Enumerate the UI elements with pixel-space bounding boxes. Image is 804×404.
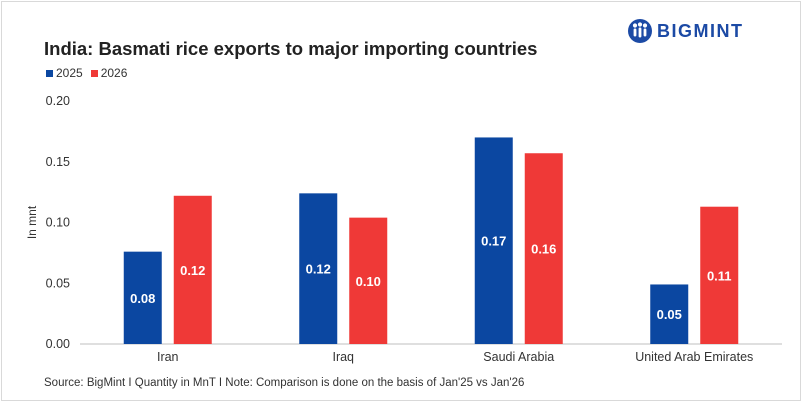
x-tick-label: United Arab Emirates	[635, 350, 753, 364]
y-tick-label: 0.05	[46, 276, 70, 290]
logo-text: BIGMINT	[657, 20, 744, 41]
chart-title: India: Basmati rice exports to major imp…	[44, 38, 538, 59]
bar-2026	[349, 217, 388, 344]
x-tick-label: Saudi Arabia	[483, 350, 554, 364]
x-tick-label: Iran	[157, 350, 179, 364]
data-label-2026: 0.12	[180, 263, 205, 278]
bigmint-logo: BIGMINT	[627, 18, 744, 44]
bar-2025	[299, 193, 338, 344]
bigmint-logo-icon	[628, 19, 652, 43]
data-label-2025: 0.05	[657, 307, 682, 322]
y-tick-label: 0.10	[46, 216, 70, 230]
legend-item-2025: 2025	[46, 66, 83, 80]
legend-label-2026: 2026	[100, 66, 128, 80]
source-note: Source: BigMint I Quantity in MnT I Note…	[44, 377, 525, 389]
x-tick-label: Iraq	[332, 350, 354, 364]
data-label-2025: 0.17	[481, 234, 506, 249]
legend-swatch-2026	[90, 69, 98, 77]
data-label-2026: 0.10	[356, 274, 381, 289]
bar-2026	[524, 153, 563, 344]
data-label-2026: 0.16	[531, 242, 556, 257]
bar-2025	[474, 137, 513, 344]
y-tick-label: 0.15	[46, 155, 70, 169]
y-axis-label: In mnt	[25, 205, 39, 239]
bar-2026	[700, 206, 739, 344]
legend-swatch-2025	[46, 69, 53, 77]
y-tick-label: 0.20	[46, 94, 70, 108]
data-label-2025: 0.12	[306, 262, 331, 277]
data-label-2026: 0.11	[707, 268, 732, 283]
data-label-2025: 0.08	[130, 291, 155, 306]
legend-item-2026: 2026	[90, 66, 128, 80]
bar-2025	[650, 284, 689, 344]
bar-2025	[123, 251, 162, 344]
bar-2026	[173, 195, 212, 344]
y-tick-label: 0.00	[46, 337, 70, 351]
legend-label-2025: 2025	[56, 66, 83, 80]
chart-legend: 2025 2026	[46, 66, 127, 80]
